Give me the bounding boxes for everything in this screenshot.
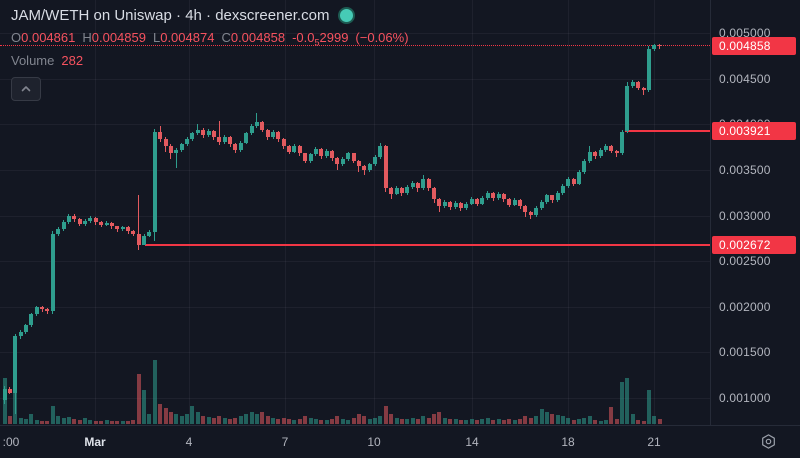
time-axis-label: 18 (561, 435, 575, 449)
ohlc-row: O0.004861 H0.004859 L0.004874 C0.004858 … (11, 30, 416, 48)
price-axis-label: 0.003500 (719, 162, 771, 177)
collapse-legend-button[interactable] (11, 76, 41, 101)
time-axis-label: 21 (647, 435, 661, 449)
time-axis-label: 14 (465, 435, 479, 449)
ohlc-high: H0.004859 (82, 30, 146, 45)
price-axis-label: 0.005000 (719, 26, 771, 40)
volume-indicator-row: Volume 282 (11, 52, 84, 68)
ohlc-change: -0.052999 (292, 30, 349, 48)
price-level-badge: 0.002672 (712, 236, 796, 255)
time-axis-label: 4 (185, 435, 193, 449)
chart-settings-button[interactable] (757, 430, 779, 452)
axis-corner (744, 427, 792, 455)
time-axis-label: :00 (2, 435, 20, 449)
time-axis-label: 10 (367, 435, 381, 449)
price-level-badge: 0.003921 (712, 122, 796, 141)
ohlc-close: C0.004858 (221, 30, 286, 45)
price-axis[interactable]: 0.0050000.0045000.0040000.0035000.003000… (710, 0, 800, 425)
chevron-up-icon (21, 85, 31, 91)
time-axis-label: 7 (281, 435, 289, 449)
price-axis-label: 0.002500 (719, 254, 771, 269)
ohlc-change-pct: (−0.06%) (355, 30, 409, 45)
price-axis-label: 0.001000 (719, 391, 771, 405)
price-axis-label: 0.002000 (719, 299, 771, 314)
price-axis-label: 0.003000 (719, 208, 771, 223)
ohlc-low: L0.004874 (152, 30, 215, 45)
ohlc-open: O0.004861 (11, 30, 76, 45)
chart-title-row: JAM/WETH on Uniswap · 4h · dexscreener.c… (11, 7, 416, 24)
chart-legend: JAM/WETH on Uniswap · 4h · dexscreener.c… (11, 7, 416, 101)
live-status-icon (338, 7, 356, 24)
time-axis-label: Mar (84, 435, 106, 449)
time-axis[interactable]: :00 Mar 4 7 10 14 18 21 (0, 425, 800, 458)
gear-icon (761, 433, 775, 449)
price-level-badge: 0.004858 (712, 36, 796, 55)
chart-title: JAM/WETH on Uniswap · 4h · dexscreener.c… (11, 7, 330, 24)
price-axis-label: 0.004500 (719, 71, 771, 86)
price-axis-label: 0.001500 (719, 345, 771, 360)
